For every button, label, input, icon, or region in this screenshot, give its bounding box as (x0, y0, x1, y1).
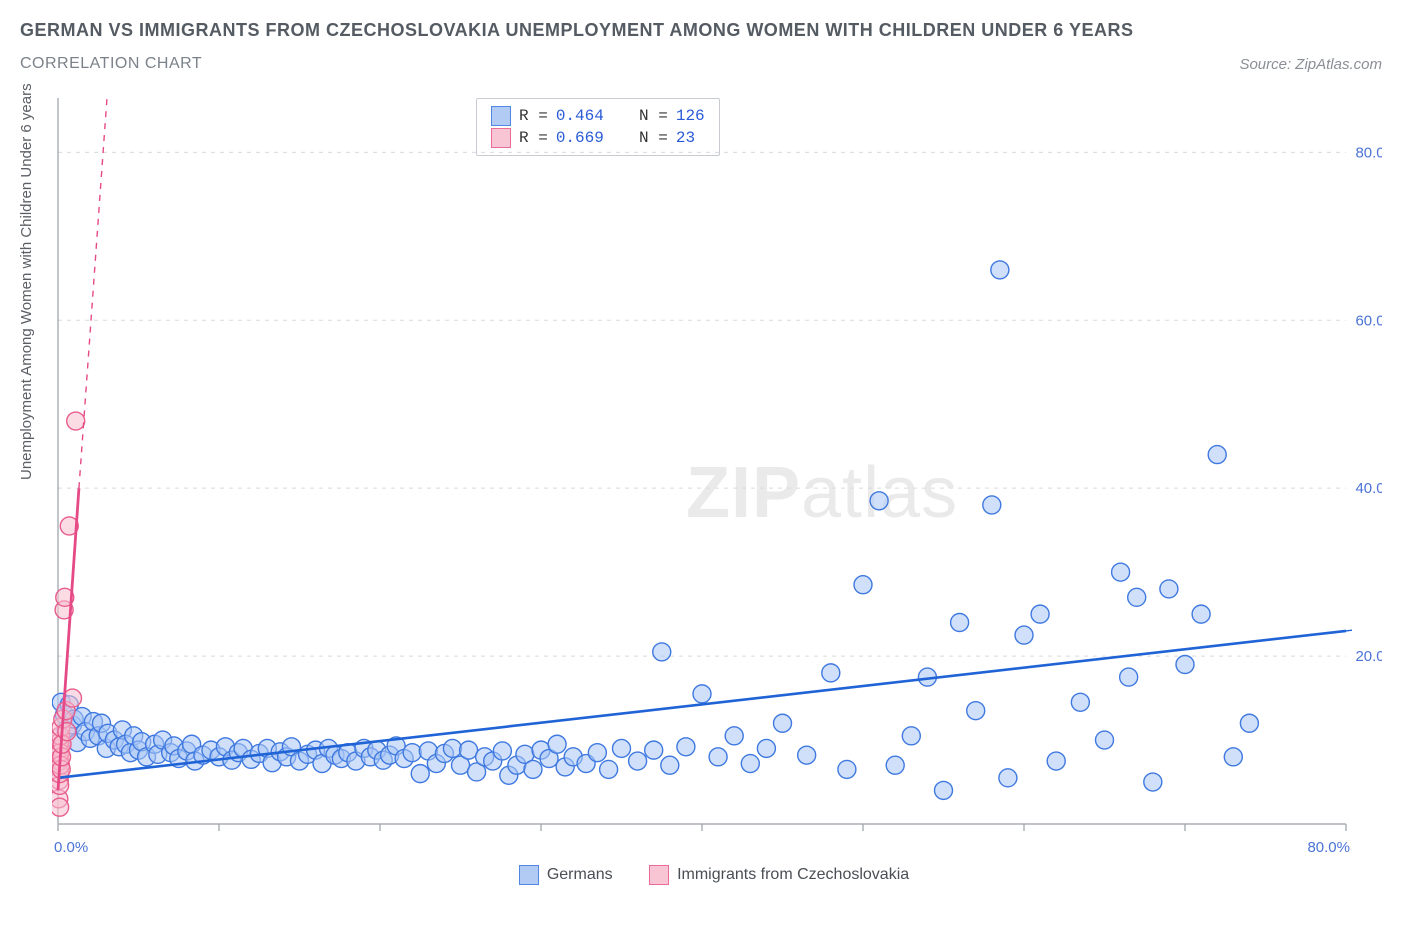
svg-text:60.0%: 60.0% (1355, 312, 1382, 329)
svg-text:80.0%: 80.0% (1355, 144, 1382, 161)
scatter-svg: 20.0% 40.0% 60.0% 80.0% 0.0% 80.0% (46, 92, 1382, 892)
source-label: Source: ZipAtlas.com (1239, 56, 1382, 73)
legend-item-czech: Immigrants from Czechoslovakia (649, 865, 909, 885)
legend-swatch-germans-b (519, 865, 539, 885)
legend-item-germans: Germans (519, 865, 613, 885)
series-legend: Germans Immigrants from Czechoslovakia (46, 865, 1382, 890)
svg-text:40.0%: 40.0% (1355, 480, 1382, 497)
legend-label-germans: Germans (547, 866, 613, 884)
legend-label-czech: Immigrants from Czechoslovakia (677, 866, 909, 884)
svg-text:80.0%: 80.0% (1307, 839, 1350, 856)
chart-subtitle: CORRELATION CHART (20, 55, 1386, 73)
chart-title: GERMAN VS IMMIGRANTS FROM CZECHOSLOVAKIA… (20, 20, 1386, 41)
legend-swatch-czech-b (649, 865, 669, 885)
svg-text:0.0%: 0.0% (54, 839, 88, 856)
chart-area: ZIPatlas R = 0.464 N = 126 R = 0.669 N =… (46, 92, 1382, 892)
svg-text:20.0%: 20.0% (1355, 648, 1382, 665)
y-axis-label: Unemployment Among Women with Children U… (18, 83, 35, 480)
